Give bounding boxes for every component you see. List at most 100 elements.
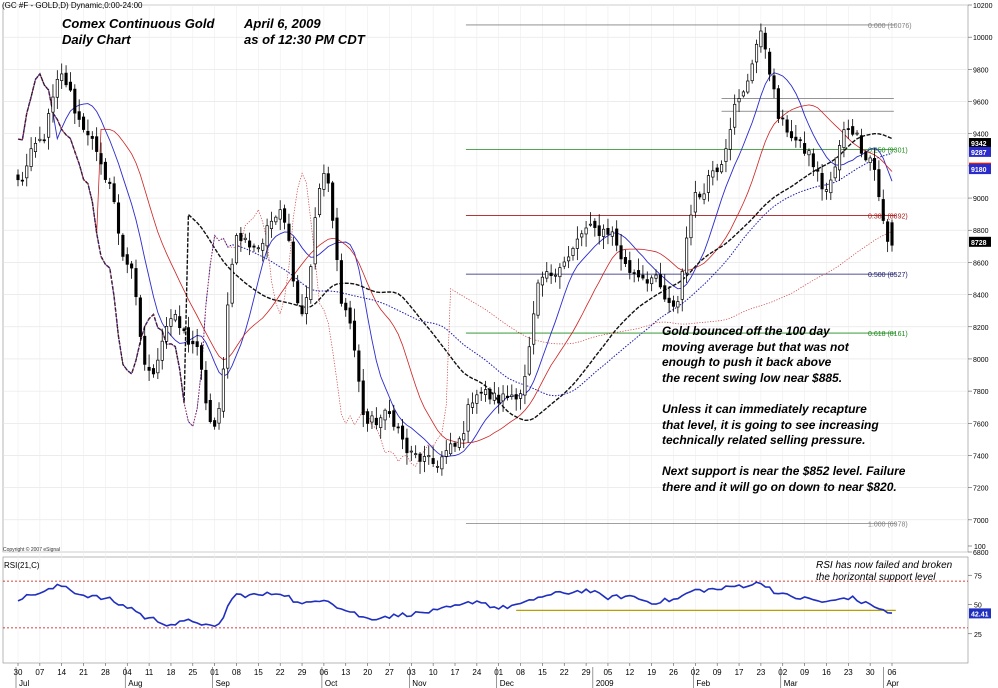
candle-body — [278, 209, 282, 220]
candle-body — [794, 136, 798, 141]
candle-body — [261, 242, 265, 251]
date-tick-label: 04 — [123, 668, 132, 677]
candle-body — [505, 395, 509, 398]
candle-body — [846, 128, 850, 130]
candle-body — [549, 272, 553, 276]
candle-body — [540, 276, 544, 286]
candle-body — [55, 78, 59, 98]
candle-body — [466, 404, 470, 432]
candle-body — [64, 72, 68, 86]
candle-body — [199, 345, 204, 370]
candle-body — [322, 173, 326, 190]
candle-body — [457, 438, 461, 448]
candle-body — [374, 417, 378, 426]
rsi-line — [17, 581, 893, 628]
date-tick-label: 08 — [516, 668, 525, 677]
candle-body — [90, 136, 94, 139]
candle-body — [195, 341, 199, 347]
candle-body — [623, 257, 627, 264]
candle-body — [33, 142, 38, 153]
date-tick-label: 12 — [625, 668, 634, 677]
date-tick-label: 26 — [669, 668, 678, 677]
candle-body — [326, 173, 330, 184]
date-tick-label: 23 — [844, 668, 853, 677]
candle-body — [606, 228, 610, 235]
fib-level-label: 1.000 (6978) — [868, 521, 908, 528]
candle-body — [877, 169, 881, 198]
candle-body — [291, 241, 295, 282]
candle-body — [484, 389, 488, 396]
date-tick-label: 29 — [298, 668, 307, 677]
price-tick-label: 9600 — [973, 100, 989, 107]
annotation-line: that level, it is going to see increasin… — [662, 417, 879, 432]
candle-body — [632, 272, 636, 274]
candle-body — [178, 316, 182, 329]
price-tick-label: 7800 — [973, 389, 989, 396]
candle-body — [309, 266, 313, 300]
candle-body — [116, 202, 121, 234]
candle-body — [641, 274, 645, 279]
date-tick-label: 03 — [407, 668, 416, 677]
candles-layer — [16, 23, 894, 476]
candle-body — [750, 63, 754, 82]
candle-body — [81, 116, 86, 130]
candle-body — [440, 456, 444, 470]
candle-body — [221, 368, 225, 412]
candle-body — [567, 256, 571, 262]
candle-body — [462, 433, 466, 441]
date-tick-label: 15 — [254, 668, 263, 677]
annotation-line: Next support is near the $852 level. Fai… — [662, 464, 906, 479]
candle-body — [671, 300, 676, 307]
date-tick-label: 30 — [866, 668, 875, 677]
ma-10-line — [17, 72, 893, 458]
candle-body — [243, 237, 247, 240]
candle-body — [689, 214, 693, 239]
candle-body — [147, 366, 151, 371]
annotation-line: Unless it can immediately recapture — [662, 402, 867, 416]
candle-body — [422, 456, 426, 462]
candle-body — [715, 167, 719, 173]
candle-body — [383, 409, 387, 421]
price-badge — [969, 236, 991, 247]
candle-body — [872, 158, 877, 170]
month-label: Jul — [19, 679, 29, 688]
candle-body — [510, 394, 514, 397]
date-tick-label: 11 — [145, 668, 154, 677]
candle-body — [733, 103, 737, 128]
candle-body — [300, 305, 304, 315]
rsi-tick-label: 100 — [974, 544, 986, 551]
ma-40-line — [17, 72, 893, 422]
month-label: Nov — [412, 679, 426, 688]
month-label: 2009 — [596, 679, 614, 688]
candle-body — [160, 340, 164, 361]
date-tick-label: 06 — [319, 668, 328, 677]
candle-body — [610, 231, 614, 237]
date-tick-label: 22 — [560, 668, 569, 677]
annotation-line: moving average but that was not — [662, 339, 849, 354]
candle-body — [38, 138, 42, 141]
price-tick-label: 8200 — [973, 325, 989, 332]
candle-body — [186, 327, 190, 345]
fib-level-label: 0.618 (8161) — [868, 331, 908, 338]
candle-body — [68, 81, 72, 91]
date-tick-label: 15 — [538, 668, 547, 677]
rsi-tick-label: 50 — [974, 603, 982, 610]
candle-body — [833, 166, 837, 179]
date-tick-label: 07 — [35, 668, 44, 677]
candle-body — [667, 297, 671, 303]
candle-body — [234, 235, 239, 264]
date-tick-label: 28 — [101, 668, 110, 677]
candle-body — [392, 410, 396, 427]
candle-body — [785, 119, 789, 133]
candle-body — [169, 318, 173, 327]
candle-body — [759, 30, 763, 48]
date-tick-label: 16 — [822, 668, 831, 677]
candle-body — [820, 173, 824, 190]
candle-body — [387, 411, 392, 415]
candle-body — [619, 245, 623, 260]
fib-level-label: 0.382 (8892) — [868, 213, 908, 220]
chart-title: Comex Continuous Gold — [62, 16, 215, 31]
candle-body — [344, 302, 348, 311]
candle-body — [789, 131, 794, 139]
